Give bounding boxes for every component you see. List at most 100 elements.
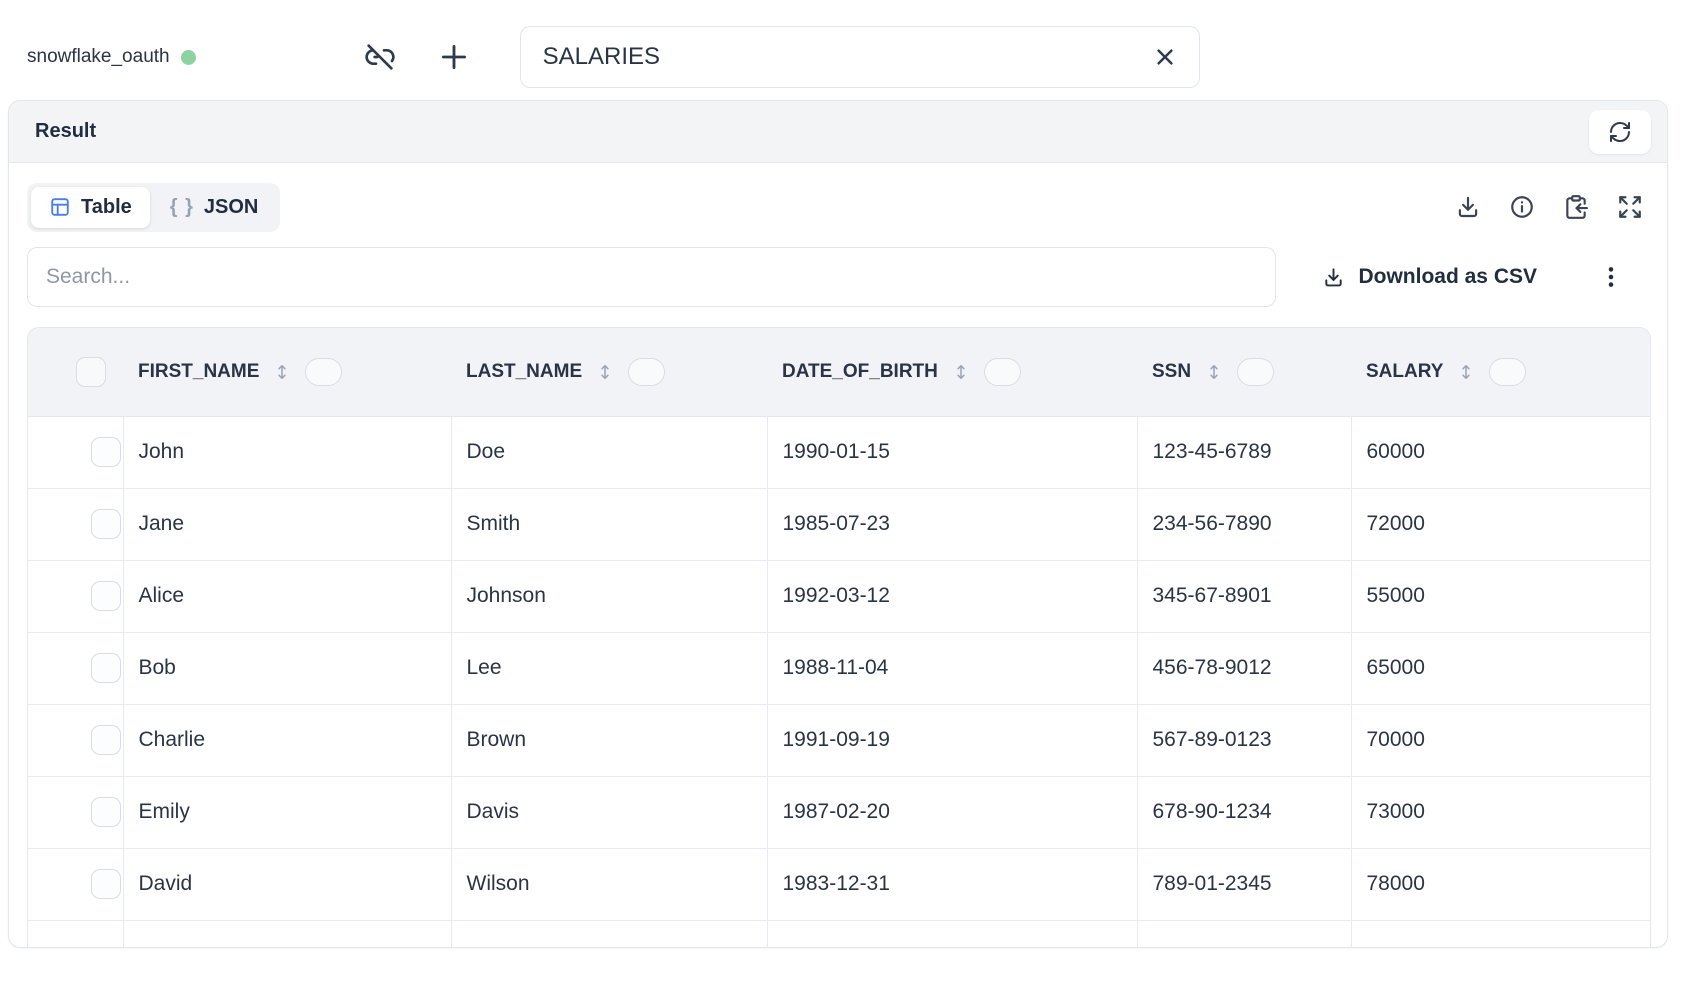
cell-last-name: Wilson: [450, 847, 767, 920]
cell-date-of-birth: 1988-11-04: [766, 631, 1137, 704]
column-header-label: SSN: [1152, 360, 1192, 382]
row-checkbox[interactable]: [91, 653, 121, 683]
connection-indicator: snowflake_oauth: [27, 46, 196, 68]
row-checkbox[interactable]: [91, 437, 121, 467]
refresh-icon: [1608, 120, 1632, 144]
cell-salary: 70000: [1350, 703, 1650, 776]
cell-ssn: 234-56-7890: [1136, 487, 1351, 560]
panel-title: Result: [35, 120, 97, 142]
topbar: snowflake_oauth: [0, 0, 1682, 100]
sort-icon[interactable]: [272, 362, 292, 382]
table-row: Emily Davis 1987-02-20 678-90-1234 73000: [28, 775, 1650, 848]
row-checkbox[interactable]: [91, 509, 121, 539]
cell-ssn: 789-01-2345: [1136, 847, 1351, 920]
column-header: LAST_NAME: [451, 328, 767, 417]
table-row-partial: [28, 919, 1650, 947]
cell-last-name: Smith: [450, 487, 767, 560]
table-header-row: FIRST_NAME LAST_NAME DATE_OF_BIRTH: [28, 328, 1650, 417]
column-checkbox[interactable]: [1237, 357, 1275, 386]
cell-first-name: Charlie: [122, 703, 451, 776]
cell-last-name: Johnson: [450, 559, 767, 632]
cell-last-name: Brown: [450, 703, 767, 776]
select-all-header: [28, 328, 123, 417]
connection-name: snowflake_oauth: [27, 46, 170, 67]
clear-table-button[interactable]: [1147, 39, 1183, 75]
search-input[interactable]: [27, 247, 1277, 307]
info-button[interactable]: [1507, 192, 1537, 222]
download-icon: [1455, 194, 1481, 220]
column-header-label: SALARY: [1366, 360, 1444, 382]
result-actions: [1453, 192, 1651, 222]
row-checkbox[interactable]: [91, 581, 121, 611]
result-panel-header: Result: [9, 101, 1667, 163]
column-header: FIRST_NAME: [123, 328, 451, 417]
paste-button[interactable]: [1561, 192, 1591, 222]
cell-date-of-birth: 1983-12-31: [766, 847, 1137, 920]
download-csv-label: Download as CSV: [1358, 265, 1537, 288]
expand-icon: [1617, 194, 1643, 220]
select-all-checkbox[interactable]: [76, 356, 106, 387]
more-options-button[interactable]: [1597, 261, 1625, 293]
result-panel: Result: [8, 100, 1668, 948]
kebab-menu-icon: [1598, 264, 1624, 290]
cell-first-name: John: [122, 416, 451, 488]
result-toolbar: Table { } JSON: [27, 182, 1651, 232]
column-header-label: LAST_NAME: [466, 360, 583, 382]
download-icon: [1322, 266, 1345, 289]
sort-icon[interactable]: [1456, 362, 1476, 382]
row-checkbox[interactable]: [91, 725, 121, 755]
download-button[interactable]: [1453, 192, 1483, 222]
download-csv-button[interactable]: Download as CSV: [1322, 265, 1537, 289]
cell-last-name: Lee: [450, 631, 767, 704]
table-row: John Doe 1990-01-15 123-45-6789 60000: [28, 416, 1650, 488]
cell-date-of-birth: 1990-01-15: [766, 416, 1137, 488]
result-table: FIRST_NAME LAST_NAME DATE_OF_BIRTH: [27, 327, 1651, 947]
disconnect-button[interactable]: [356, 33, 404, 81]
table-name-field: [519, 26, 1200, 88]
refresh-button[interactable]: [1589, 109, 1651, 154]
cell-salary: 60000: [1350, 416, 1650, 488]
cell-last-name: Davis: [450, 775, 767, 848]
cell-ssn: 567-89-0123: [1136, 703, 1351, 776]
sort-icon[interactable]: [951, 362, 971, 382]
close-icon: [1151, 43, 1179, 71]
sort-icon[interactable]: [1204, 362, 1224, 382]
plus-icon: [437, 40, 471, 74]
cell-date-of-birth: 1992-03-12: [766, 559, 1137, 632]
connection-status-dot: [180, 49, 196, 65]
result-panel-body: Table { } JSON: [9, 163, 1667, 947]
column-checkbox[interactable]: [628, 357, 666, 386]
fullscreen-button[interactable]: [1615, 192, 1645, 222]
column-checkbox[interactable]: [983, 357, 1021, 386]
tab-table[interactable]: Table: [31, 186, 150, 228]
sort-icon[interactable]: [595, 362, 615, 382]
add-query-button[interactable]: [430, 33, 478, 81]
column-header-label: FIRST_NAME: [138, 360, 260, 382]
table-row: Jane Smith 1985-07-23 234-56-7890 72000: [28, 487, 1650, 560]
view-tabs: Table { } JSON: [27, 182, 281, 232]
cell-first-name: Jane: [122, 487, 451, 560]
column-checkbox[interactable]: [1489, 357, 1527, 386]
column-header: SALARY: [1351, 328, 1650, 417]
tab-json-label: JSON: [203, 195, 259, 218]
row-checkbox[interactable]: [91, 869, 121, 899]
cell-ssn: 345-67-8901: [1136, 559, 1351, 632]
tab-json[interactable]: { } JSON: [152, 187, 277, 228]
cell-date-of-birth: 1985-07-23: [766, 487, 1137, 560]
clipboard-import-icon: [1563, 194, 1589, 220]
info-icon: [1509, 194, 1535, 220]
cell-last-name: Doe: [450, 416, 767, 488]
cell-salary: 73000: [1350, 775, 1650, 848]
column-checkbox[interactable]: [305, 357, 343, 386]
cell-ssn: 456-78-9012: [1136, 631, 1351, 704]
table-name-input[interactable]: [542, 43, 1147, 71]
cell-first-name: Alice: [122, 559, 451, 632]
braces-icon: { }: [169, 195, 194, 218]
table-icon: [49, 196, 71, 218]
cell-salary: 65000: [1350, 631, 1650, 704]
row-checkbox[interactable]: [91, 797, 121, 827]
cell-ssn: 123-45-6789: [1136, 416, 1351, 488]
column-header: DATE_OF_BIRTH: [767, 328, 1137, 417]
table-row: David Wilson 1983-12-31 789-01-2345 7800…: [28, 847, 1650, 920]
cell-salary: 72000: [1350, 487, 1650, 560]
